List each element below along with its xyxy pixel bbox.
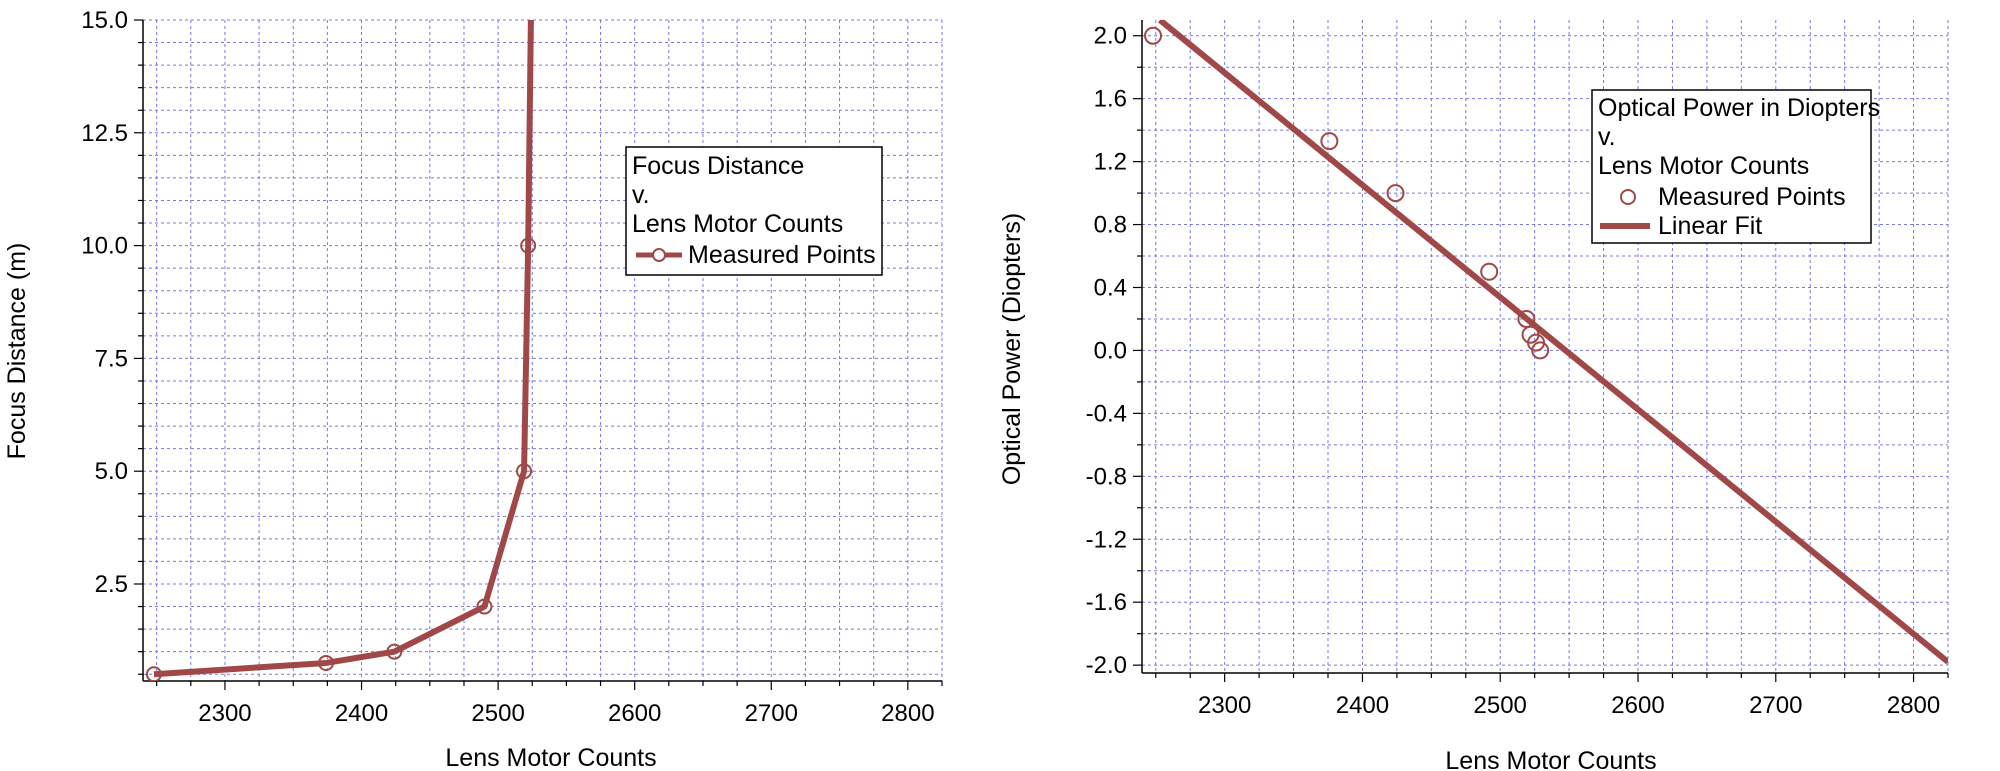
legend-box bbox=[1591, 89, 1872, 244]
y-tick-label: 2.5 bbox=[95, 571, 128, 598]
series-line-measured-points bbox=[153, 20, 534, 678]
y-tick-label: 10.0 bbox=[81, 233, 128, 260]
axes bbox=[1133, 20, 1949, 682]
series-line-linear-fit bbox=[1158, 20, 1948, 665]
x-tick-label: 2300 bbox=[198, 700, 251, 727]
data-point bbox=[386, 643, 403, 660]
tick-labels: 2300 2400 2500 2600 2700 2800 2.5 5.0 7.5 10.0 12.… bbox=[81, 7, 934, 727]
legend-title-line-2: v. bbox=[632, 181, 650, 209]
y-tick-label: 1.2 bbox=[1094, 149, 1127, 176]
data-point bbox=[145, 666, 162, 681]
legend-title-line-1: Optical Power in Diopters bbox=[1598, 94, 1880, 122]
data-point bbox=[1480, 262, 1499, 281]
x-tick-label: 2400 bbox=[335, 700, 388, 727]
grid bbox=[143, 19, 943, 681]
x-tick-label: 2700 bbox=[1749, 692, 1802, 719]
y-tick-label: 0.8 bbox=[1094, 212, 1127, 239]
x-tick-label: 2600 bbox=[1611, 692, 1664, 719]
legend-title-line-3: Lens Motor Counts bbox=[1598, 152, 1809, 180]
y-tick-label: -0.4 bbox=[1086, 400, 1127, 427]
data-point bbox=[1144, 26, 1163, 45]
y-tick-label: -0.8 bbox=[1086, 463, 1127, 490]
y-tick-label: 1.6 bbox=[1094, 86, 1127, 113]
x-tick-label: 2500 bbox=[471, 700, 524, 727]
x-tick-label: 2800 bbox=[1887, 692, 1940, 719]
data-point bbox=[476, 598, 493, 615]
legend-entry-measured-points: Measured Points bbox=[1658, 183, 1846, 211]
x-tick-label: 2400 bbox=[1336, 692, 1389, 719]
axes bbox=[134, 19, 943, 690]
y-axis-title: Optical Power (Diopters) bbox=[998, 213, 1026, 485]
legend-marker-swatch bbox=[1620, 189, 1636, 205]
y-tick-label: -1.2 bbox=[1086, 526, 1127, 553]
x-axis-title: Lens Motor Counts bbox=[445, 744, 656, 771]
legend-title-line-3: Lens Motor Counts bbox=[632, 210, 843, 238]
y-tick-label: 5.0 bbox=[95, 458, 128, 485]
x-tick-label: 2300 bbox=[1198, 692, 1251, 719]
legend-marker-swatch bbox=[652, 248, 666, 262]
legend-entry-measured-points: Measured Points bbox=[688, 241, 876, 269]
y-tick-label: 12.5 bbox=[81, 120, 128, 147]
plot-series bbox=[1144, 20, 1948, 665]
plot-series bbox=[145, 20, 537, 681]
x-tick-label: 2700 bbox=[745, 700, 798, 727]
y-tick-label: -2.0 bbox=[1086, 652, 1127, 679]
data-point bbox=[1320, 132, 1339, 151]
y-tick-label: 2.0 bbox=[1094, 23, 1127, 50]
y-tick-label: 7.5 bbox=[95, 345, 128, 372]
x-tick-label: 2800 bbox=[881, 700, 934, 727]
x-tick-label: 2600 bbox=[608, 700, 661, 727]
y-tick-label: 15.0 bbox=[81, 7, 128, 34]
data-point bbox=[1531, 341, 1550, 360]
data-point bbox=[318, 654, 335, 671]
legend: Optical Power in Diopters v. Lens Motor … bbox=[1591, 89, 1880, 244]
tick-labels: 2300 2400 2500 2600 2700 2800 2.0 1.6 1.2 0.8 0.4 0… bbox=[1086, 23, 1941, 719]
legend: Focus Distance v. Lens Motor Counts Meas… bbox=[625, 146, 883, 276]
chart-focus-distance: 2300 2400 2500 2600 2700 2800 2.5 5.0 7.5 10.0 12.… bbox=[3, 7, 943, 771]
y-tick-label: 0.0 bbox=[1094, 337, 1127, 364]
data-point bbox=[520, 237, 537, 254]
y-axis-title: Focus Distance (m) bbox=[3, 243, 31, 460]
chart-optical-power: 2300 2400 2500 2600 2700 2800 2.0 1.6 1.2 0.8 0.4 0… bbox=[998, 20, 1949, 771]
legend-title-line-2: v. bbox=[1598, 123, 1616, 151]
x-axis-title: Lens Motor Counts bbox=[1445, 747, 1656, 771]
legend-entry-linear-fit: Linear Fit bbox=[1658, 212, 1762, 240]
y-tick-label: -1.6 bbox=[1086, 589, 1127, 616]
data-point bbox=[1386, 184, 1405, 203]
data-point bbox=[516, 463, 533, 480]
y-tick-label: 0.4 bbox=[1094, 274, 1127, 301]
legend-title-line-1: Focus Distance bbox=[632, 152, 804, 180]
x-tick-label: 2500 bbox=[1474, 692, 1527, 719]
